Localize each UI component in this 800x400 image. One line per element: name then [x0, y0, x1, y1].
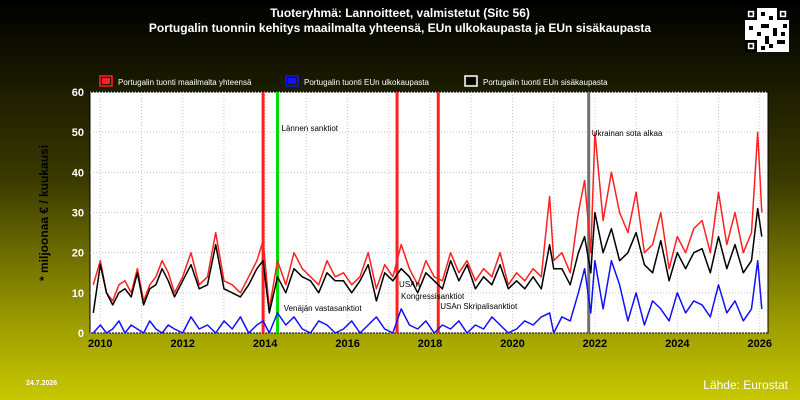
chart-subtitle: Portugalin tuonnin kehitys maailmalta yh…: [148, 21, 652, 35]
annotation-label: Venäjän vastasanktiot: [284, 304, 363, 313]
legend-swatch: [99, 75, 113, 87]
x-tick-label: 2012: [170, 338, 194, 350]
chart-title: Tuoteryhmä: Lannoitteet, valmistetut (Si…: [270, 6, 530, 20]
legend-swatch-fill: [467, 78, 475, 84]
legend-swatch-fill: [102, 78, 110, 84]
legend-item-label: Portugalin tuonti EUn sisäkaupasta: [483, 78, 608, 87]
series-line-2: [92, 259, 763, 334]
x-tick-label: 2014: [253, 338, 278, 350]
y-tick-label: 20: [72, 248, 84, 260]
y-tick-label: 40: [72, 167, 84, 179]
x-tick-label: 2026: [748, 338, 772, 350]
x-ticks: 2010 2012 2014 2016 2018 2020 2022 2024 2026: [88, 338, 772, 350]
event-label: USAn Skripalisanktiot: [440, 302, 518, 311]
y-tick-label: 10: [72, 288, 84, 300]
x-tick-label: 2024: [665, 338, 690, 350]
qr-code-icon: [745, 8, 789, 52]
event-label: USAn: [399, 280, 420, 289]
y-tick-label: 0: [78, 328, 84, 340]
y-axis-label: * miljoonaa € / kuukausi: [37, 145, 51, 281]
legend-swatch-fill: [288, 78, 296, 84]
x-tick-label: 2020: [500, 338, 524, 350]
event-label: Ukrainan sota alkaa: [592, 129, 663, 138]
x-tick-label: 2022: [583, 338, 607, 350]
event-label: Kongressisanktiot: [401, 292, 465, 301]
y-tick-label: 50: [72, 127, 84, 139]
plot-area: Lännen sanktiot USAn KongressisanktiotUSAn…: [89, 91, 769, 334]
legend-swatch: [285, 75, 299, 87]
legend: Portugalin tuonti maailmalta yhteensä Por…: [99, 75, 608, 87]
legend-item-label: Portugalin tuonti maailmalta yhteensä: [118, 78, 252, 87]
legend-swatch: [464, 75, 478, 87]
x-tick-label: 2010: [88, 338, 112, 350]
date-stamp: 24.7.2026: [26, 380, 58, 387]
series-line-1: [92, 131, 763, 310]
y-tick-label: 60: [72, 87, 84, 99]
legend-item-label: Portugalin tuonti EUn ulkokaupasta: [304, 78, 430, 87]
x-tick-label: 2018: [418, 338, 442, 350]
x-tick-label: 2016: [335, 338, 359, 350]
series-line-3: [92, 207, 763, 314]
source-label: Lähde: Eurostat: [703, 378, 788, 392]
y-ticks: 0 10 20 30 40 50 60: [72, 87, 84, 340]
y-tick-label: 30: [72, 208, 84, 220]
event-label: Lännen sanktiot: [282, 124, 339, 133]
